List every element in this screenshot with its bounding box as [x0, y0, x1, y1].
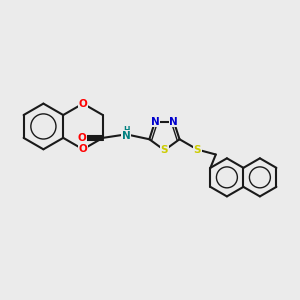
Text: S: S — [194, 145, 201, 154]
Text: S: S — [161, 145, 168, 155]
Text: O: O — [79, 144, 87, 154]
Text: H: H — [123, 126, 130, 135]
Text: N: N — [122, 131, 131, 141]
Text: O: O — [78, 133, 86, 143]
Text: O: O — [79, 99, 87, 109]
Text: N: N — [151, 116, 160, 127]
Text: N: N — [169, 116, 178, 127]
